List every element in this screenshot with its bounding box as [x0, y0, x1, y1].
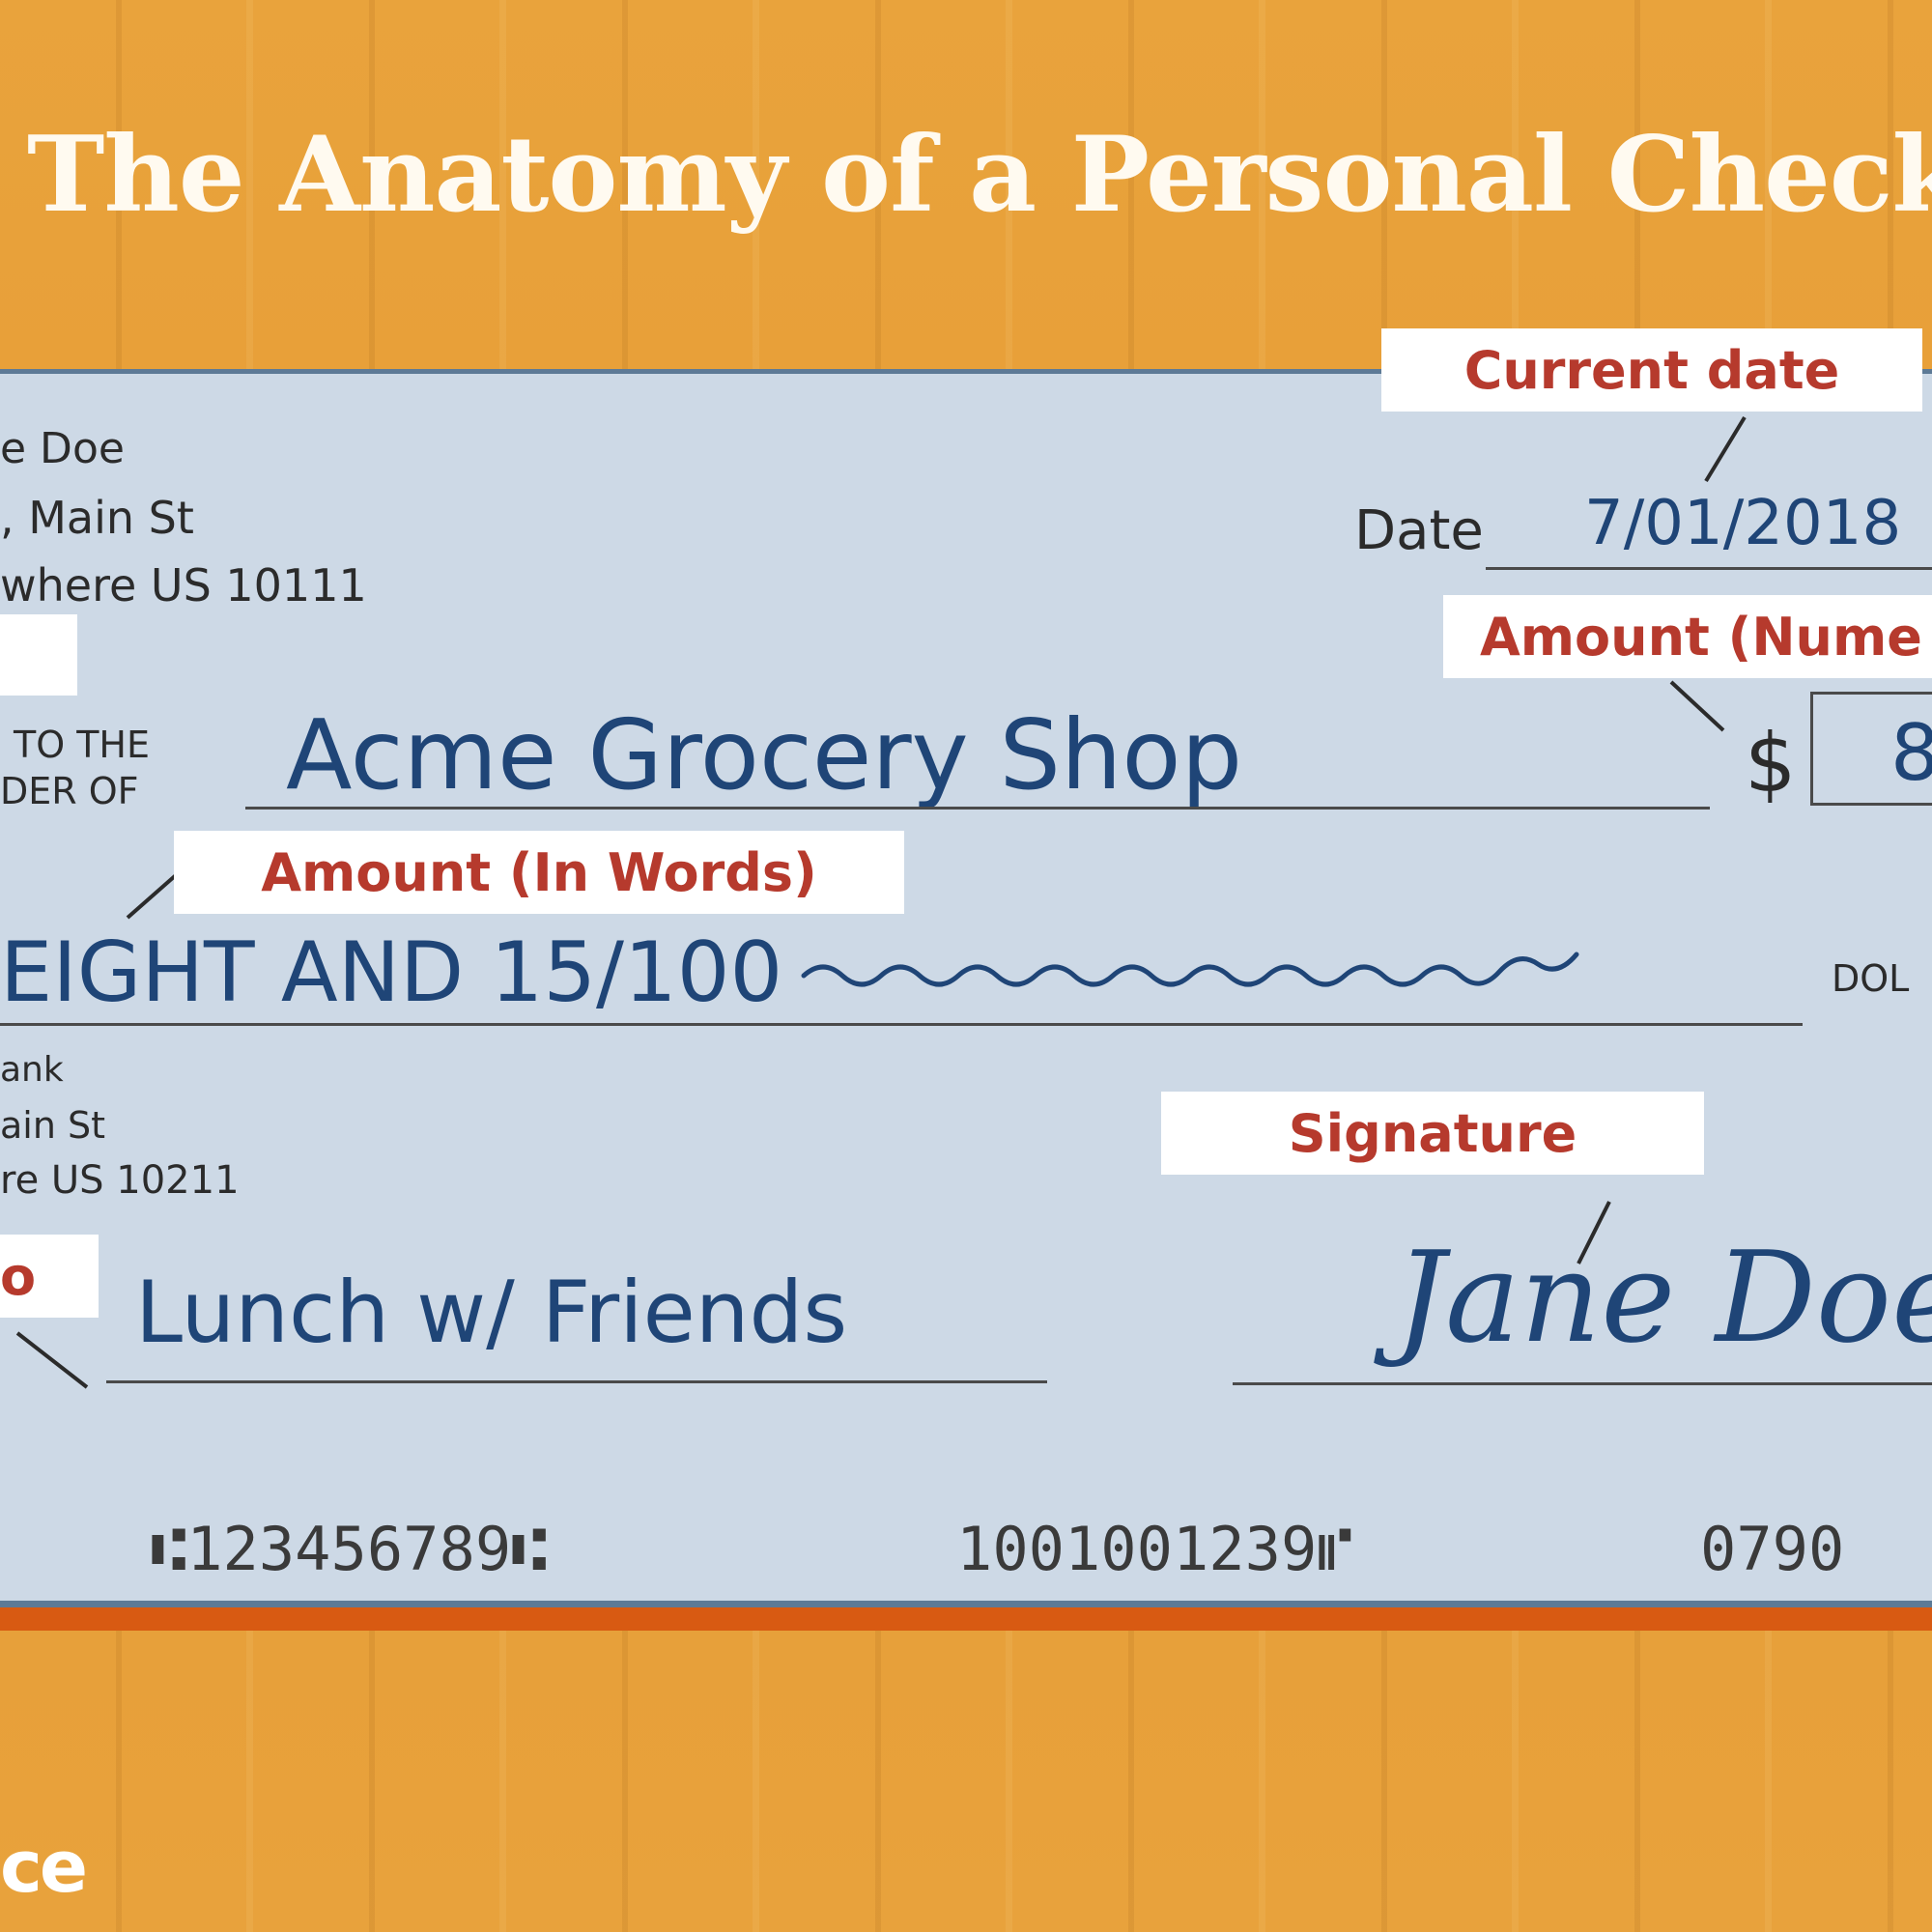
label-current-date: Current date — [1381, 328, 1922, 412]
routing-number: ⑆123456789⑆ — [151, 1514, 548, 1584]
check: e Doe , Main St where US 10111 Date 7/01… — [0, 369, 1932, 1607]
page-title: The Anatomy of a Personal Check — [27, 114, 1932, 236]
bank-city: re US 10211 — [0, 1158, 240, 1203]
amount-words-line — [0, 1023, 1803, 1026]
leader-memo — [15, 1331, 89, 1389]
leader-amount-words — [126, 873, 178, 920]
amount-words: EIGHT AND 15/100 — [0, 924, 783, 1021]
dollar-sign: $ — [1745, 716, 1797, 810]
label-amount-numeric: Amount (Nume — [1443, 595, 1932, 678]
memo-line — [106, 1380, 1047, 1383]
payee-line — [245, 807, 1710, 810]
leader-signature — [1577, 1201, 1611, 1264]
amount-numeric: 8 — [1890, 708, 1932, 798]
payee-name: Acme Grocery Shop — [286, 698, 1243, 811]
payer-street: , Main St — [0, 492, 194, 544]
bank-street: ain St — [0, 1104, 106, 1147]
account-number: 1001001239⑈ — [956, 1514, 1353, 1584]
date-value: 7/01/2018 — [1584, 488, 1902, 559]
amount-numeric-box: 8 — [1810, 692, 1932, 806]
pay-to-label-2: DER OF — [0, 770, 139, 812]
payer-city: where US 10111 — [0, 559, 367, 611]
signature-text: Jane Doe — [1395, 1224, 1932, 1371]
payer-name: e Doe — [0, 424, 125, 473]
label-amount-words: Amount (In Words) — [174, 831, 904, 914]
label-memo: o — [0, 1235, 99, 1318]
date-line — [1486, 567, 1932, 570]
leader-amount-numeric — [1669, 680, 1725, 732]
label-signature: Signature — [1161, 1092, 1704, 1175]
brand-logo: ce — [0, 1826, 88, 1909]
dollars-label: DOL — [1832, 957, 1910, 1000]
check-number: 0790 — [1700, 1514, 1845, 1584]
bank-name: ank — [0, 1050, 64, 1090]
signature-line — [1233, 1382, 1932, 1385]
leader-current-date — [1704, 415, 1747, 483]
memo-text: Lunch w/ Friends — [135, 1263, 848, 1362]
label-blank — [0, 614, 77, 696]
words-squiggle — [801, 952, 1579, 987]
pay-to-label-1: TO THE — [14, 724, 150, 766]
date-label: Date — [1354, 499, 1484, 562]
